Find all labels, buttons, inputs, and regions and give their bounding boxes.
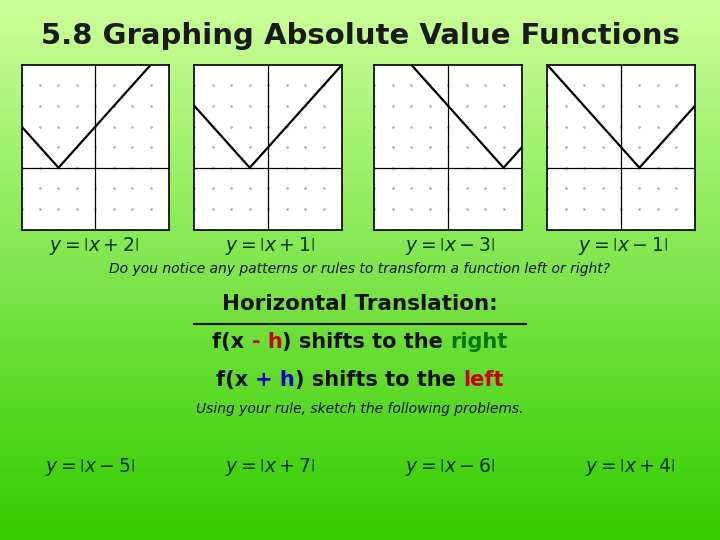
Text: $y = \left|x - 5\right|$: $y = \left|x - 5\right|$ bbox=[45, 456, 135, 478]
Text: f(x: f(x bbox=[212, 332, 251, 352]
Text: right: right bbox=[451, 332, 508, 352]
Text: Using your rule, sketch the following problems.: Using your rule, sketch the following pr… bbox=[197, 402, 523, 416]
Text: - h: - h bbox=[251, 332, 282, 352]
Text: $y = \left|x + 2\right|$: $y = \left|x + 2\right|$ bbox=[49, 235, 138, 257]
Text: $y = \left|x - 3\right|$: $y = \left|x - 3\right|$ bbox=[405, 235, 495, 257]
Text: $y = \left|x + 4\right|$: $y = \left|x + 4\right|$ bbox=[585, 456, 675, 478]
Text: $y = \left|x - 6\right|$: $y = \left|x - 6\right|$ bbox=[405, 456, 495, 478]
Text: Do you notice any patterns or rules to transform a function left or right?: Do you notice any patterns or rules to t… bbox=[109, 262, 611, 276]
Text: ) shifts to the: ) shifts to the bbox=[295, 370, 464, 390]
Text: ) shifts to the: ) shifts to the bbox=[282, 332, 451, 352]
Text: + h: + h bbox=[256, 370, 295, 390]
Text: 5.8 Graphing Absolute Value Functions: 5.8 Graphing Absolute Value Functions bbox=[40, 22, 680, 50]
Text: left: left bbox=[464, 370, 504, 390]
Text: $y = \left|x - 1\right|$: $y = \left|x - 1\right|$ bbox=[578, 235, 667, 257]
Text: Horizontal Translation:: Horizontal Translation: bbox=[222, 294, 498, 314]
Text: $y = \left|x + 1\right|$: $y = \left|x + 1\right|$ bbox=[225, 235, 315, 257]
Text: $y = \left|x + 7\right|$: $y = \left|x + 7\right|$ bbox=[225, 456, 315, 478]
Text: f(x: f(x bbox=[216, 370, 256, 390]
